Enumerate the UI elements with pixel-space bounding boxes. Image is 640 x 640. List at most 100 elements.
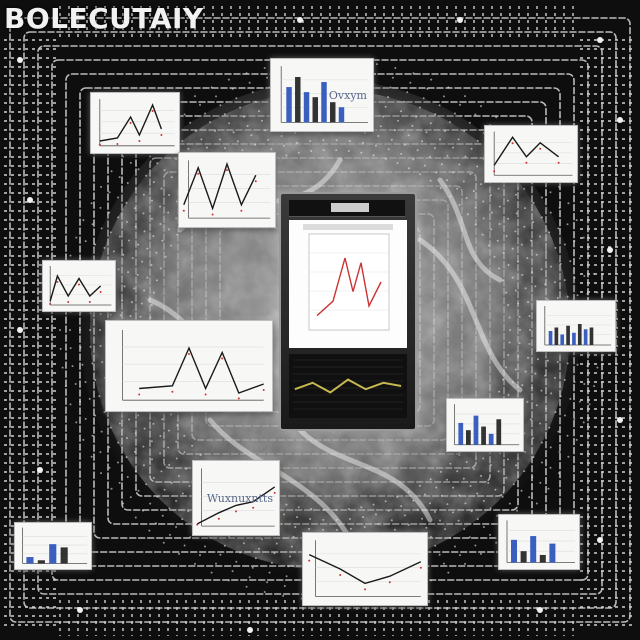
page-title: BOLECUTAIY (4, 2, 204, 35)
bar (530, 536, 537, 563)
bar (572, 332, 576, 345)
data-point (557, 161, 560, 164)
data-point (525, 161, 528, 164)
card-top-right-line (484, 125, 578, 183)
data-point (138, 393, 141, 396)
data-point (67, 301, 70, 303)
data-point (197, 172, 200, 175)
card-top-center-bars: Ovxym (270, 58, 374, 132)
bar (312, 97, 318, 123)
bar (539, 554, 546, 563)
data-point (235, 510, 237, 513)
data-point (182, 209, 185, 212)
data-point (273, 491, 276, 494)
data-point (211, 213, 214, 216)
screen-header (303, 224, 393, 230)
card-chart (196, 468, 276, 527)
data-point (171, 390, 174, 393)
card-chart (182, 160, 271, 219)
bar (548, 331, 553, 345)
series-line (49, 274, 102, 302)
data-point (240, 209, 243, 212)
data-point (419, 566, 422, 569)
data-point (388, 581, 391, 584)
card-caption: Wuxnuxntts (206, 492, 273, 506)
data-point (252, 506, 255, 509)
card-bottom-left-tiny (14, 522, 92, 570)
data-point (511, 142, 514, 145)
lower-series-line (294, 378, 402, 394)
data-point (160, 134, 163, 136)
device-lower-chart (293, 359, 403, 410)
bar (37, 560, 45, 564)
series-line (196, 486, 276, 525)
data-point (339, 574, 342, 576)
card-top-left-line (90, 92, 180, 154)
series-line (183, 161, 257, 211)
data-point (78, 283, 80, 286)
data-point (98, 143, 101, 146)
data-point (129, 122, 132, 124)
data-point (254, 180, 257, 183)
device-screen-chart (303, 224, 393, 331)
bar (321, 82, 327, 123)
card-chart (506, 520, 575, 563)
data-point (56, 281, 59, 283)
bar (549, 543, 556, 563)
bar (458, 422, 464, 445)
bar (577, 324, 582, 345)
card-chart (49, 266, 112, 306)
card-caption: Ovxym (328, 89, 367, 103)
data-point (217, 517, 220, 520)
data-point (221, 357, 224, 360)
bar (49, 544, 57, 564)
bar (511, 539, 517, 563)
card-bottom-right (498, 514, 580, 570)
data-point (99, 291, 102, 293)
data-point (49, 303, 52, 305)
card-chart (493, 131, 573, 176)
bar (589, 327, 594, 345)
data-point (116, 143, 119, 145)
device-top-bar (289, 200, 405, 217)
bar (286, 87, 292, 123)
data-point (364, 588, 366, 591)
tablet-device (279, 192, 417, 431)
card-left-large (105, 320, 273, 412)
bar (566, 325, 570, 345)
data-point (138, 140, 141, 142)
data-point (151, 110, 154, 112)
data-point (188, 353, 190, 355)
card-right-bars (536, 300, 616, 352)
device-camera-slot (331, 203, 369, 212)
data-point (493, 170, 496, 173)
circuit-dashes (4, 6, 636, 636)
bar (295, 77, 301, 123)
card-chart (454, 404, 520, 446)
data-point (196, 523, 199, 526)
card-right-lower-bars (446, 398, 524, 452)
bar (560, 334, 565, 345)
device-lower-panel (289, 354, 407, 418)
card-chart (98, 99, 175, 147)
data-point (204, 393, 207, 396)
circuit-nodes (17, 17, 623, 633)
bar (496, 419, 502, 445)
bar (303, 92, 310, 123)
card-left-small (42, 260, 116, 312)
bar (583, 329, 588, 345)
bar (338, 107, 345, 123)
card-chart (122, 330, 265, 401)
card-bottom-mid-left: Wuxnuxntts (192, 460, 280, 536)
bar (488, 433, 494, 445)
series-line (493, 135, 560, 166)
data-point (88, 301, 91, 303)
bar (60, 547, 68, 564)
bar (520, 551, 527, 563)
series-line (139, 346, 264, 394)
screen-series-line (316, 257, 382, 317)
bar (473, 415, 479, 445)
bar (554, 327, 559, 345)
series-line (99, 103, 163, 142)
